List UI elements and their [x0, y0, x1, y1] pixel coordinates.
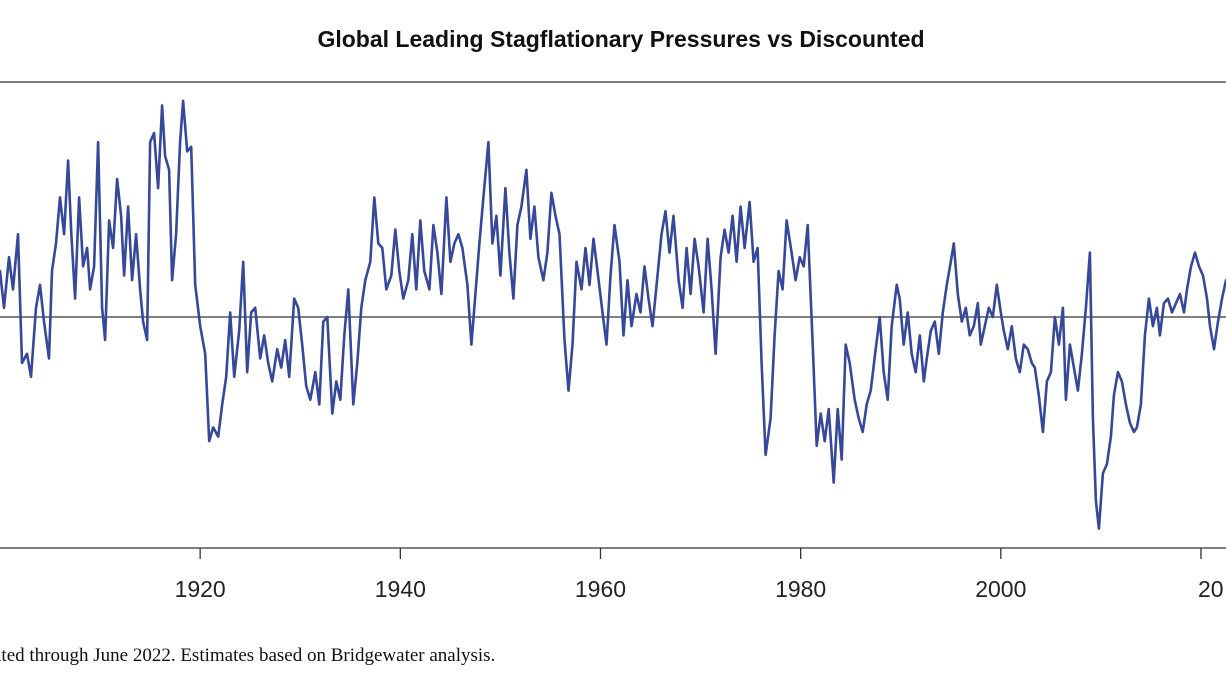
- x-tick-label: 1920: [175, 576, 226, 602]
- series-line: [0, 99, 1226, 530]
- x-tick-label: 1940: [375, 576, 426, 602]
- chart-title: Global Leading Stagflationary Pressures …: [317, 26, 925, 52]
- source-note: ated through June 2022. Estimates based …: [0, 645, 496, 666]
- x-tick-label: 20: [1198, 576, 1224, 602]
- x-tick-label: 1960: [575, 576, 626, 602]
- x-axis-ticks: 19201940196019802000200: [175, 548, 1224, 602]
- x-tick-label: 1980: [775, 576, 826, 602]
- x-tick-label: 2000: [975, 576, 1026, 602]
